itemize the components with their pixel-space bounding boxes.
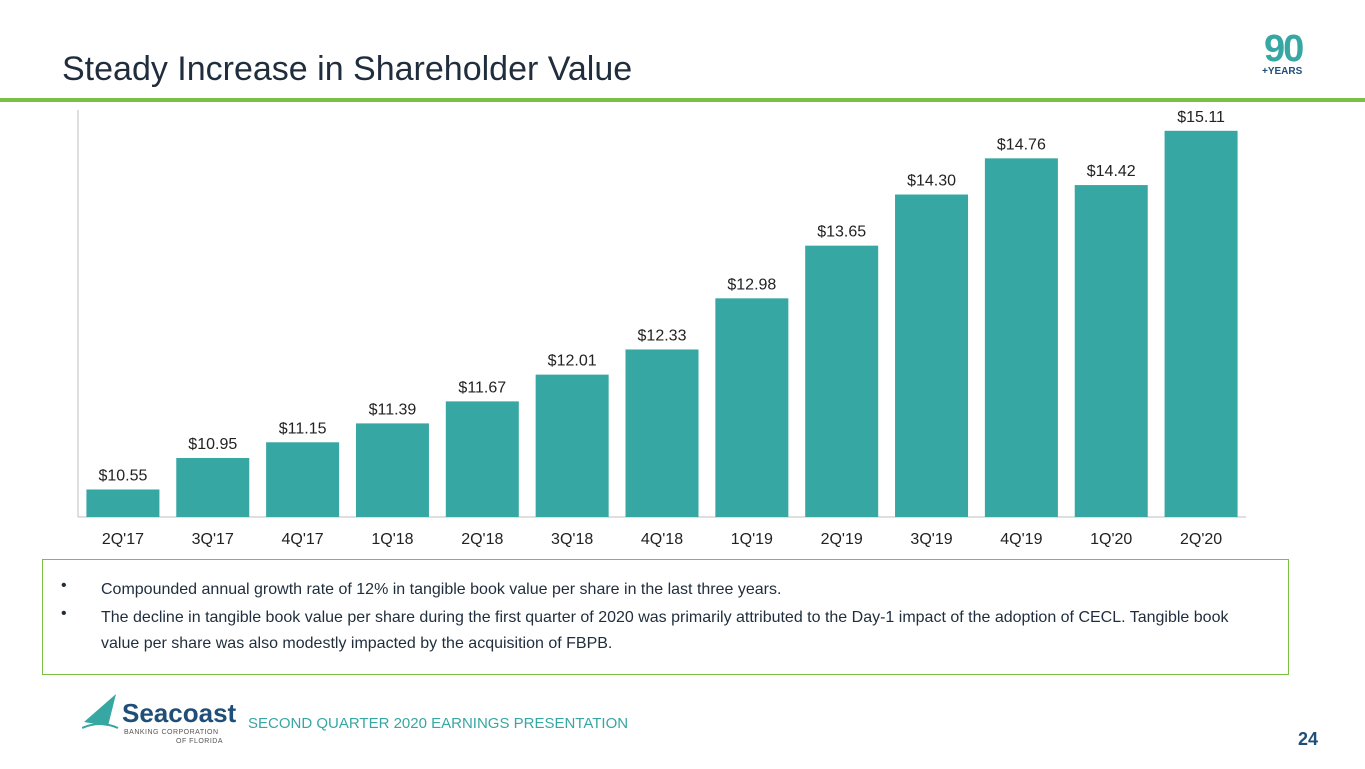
bullet-dot: • — [61, 577, 67, 594]
bar-0 — [86, 489, 160, 517]
bar-value-label: $12.01 — [548, 353, 597, 370]
slide-title: Steady Increase in Shareholder Value — [62, 50, 633, 88]
page-number: 24 — [1298, 729, 1319, 749]
bar-value-label: $15.11 — [1177, 109, 1225, 126]
x-tick-label: 2Q'20 — [1180, 531, 1222, 548]
bar-7 — [715, 298, 789, 517]
x-tick-label: 1Q'20 — [1090, 531, 1132, 548]
footer-caption: SECOND QUARTER 2020 EARNINGS PRESENTATIO… — [248, 715, 629, 732]
x-tick-label: 1Q'19 — [731, 531, 773, 548]
bar-8 — [805, 245, 879, 517]
years-text: +YEARS — [1262, 66, 1303, 77]
company-subtitle: BANKING CORPORATION — [124, 729, 219, 736]
company-subtitle-2: OF FLORIDA — [176, 738, 224, 745]
bar-2 — [266, 442, 340, 517]
bar-value-label: $10.95 — [188, 436, 237, 453]
bullet-box: • Compounded annual growth rate of 12% i… — [42, 559, 1289, 675]
bar-value-label: $14.30 — [907, 173, 956, 190]
bar-5 — [535, 374, 609, 517]
x-tick-label: 3Q'17 — [192, 531, 234, 548]
bar-value-label: $14.42 — [1087, 163, 1136, 180]
bar-9 — [895, 194, 969, 517]
bar-value-label: $11.39 — [369, 401, 417, 418]
bar-4 — [445, 401, 519, 517]
x-tick-label: 2Q'18 — [461, 531, 503, 548]
bullet-text: The decline in tangible book value per s… — [101, 609, 1229, 652]
bar-value-label: $13.65 — [817, 224, 866, 241]
bar-value-label: $12.33 — [638, 327, 687, 344]
bar-3 — [355, 423, 429, 517]
title-underline — [0, 98, 1365, 102]
bar-value-label: $12.98 — [727, 276, 776, 293]
bullet-dot: • — [61, 605, 67, 622]
x-tick-label: 4Q'17 — [282, 531, 324, 548]
seacoast-logo: Seacoast BANKING CORPORATION OF FLORIDA — [82, 692, 236, 752]
x-tick-label: 4Q'18 — [641, 531, 683, 548]
bar-value-label: $11.67 — [458, 379, 506, 396]
bar-chart: $10.55 2Q'17 $10.95 3Q'17 $11.15 4Q'17 $11.39 1… — [77, 109, 1246, 548]
x-tick-label: 2Q'17 — [102, 531, 144, 548]
bar-6 — [625, 349, 699, 517]
x-tick-label: 2Q'19 — [821, 531, 863, 548]
bullet-text: Compounded annual growth rate of 12% in … — [101, 581, 782, 598]
bar-value-label: $10.55 — [98, 467, 147, 484]
x-tick-label: 3Q'19 — [910, 531, 952, 548]
ninety-years-logo: 90 +YEARS — [1262, 28, 1318, 82]
bar-12 — [1164, 130, 1238, 517]
bar-value-label: $14.76 — [997, 136, 1046, 153]
bar-value-label: $11.15 — [279, 420, 327, 437]
ninety-number: 90 — [1264, 28, 1304, 70]
bar-11 — [1074, 185, 1148, 517]
x-tick-label: 1Q'18 — [371, 531, 413, 548]
company-name: Seacoast — [122, 698, 237, 728]
bar-10 — [984, 158, 1058, 517]
bar-1 — [176, 458, 250, 517]
sail-icon — [82, 694, 119, 729]
x-tick-label: 3Q'18 — [551, 531, 593, 548]
x-tick-label: 4Q'19 — [1000, 531, 1042, 548]
